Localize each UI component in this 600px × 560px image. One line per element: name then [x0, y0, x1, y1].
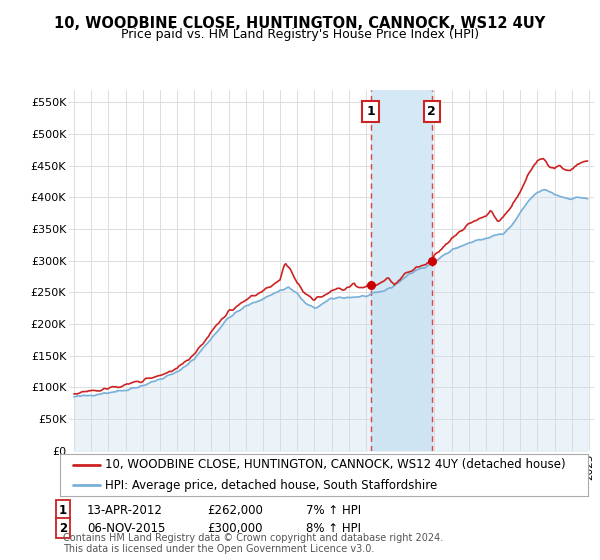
Bar [371, 90, 432, 451]
Text: 10, WOODBINE CLOSE, HUNTINGTON, CANNOCK, WS12 4UY: 10, WOODBINE CLOSE, HUNTINGTON, CANNOCK,… [55, 16, 545, 31]
Text: Contains HM Land Registry data © Crown copyright and database right 2024.
This d: Contains HM Land Registry data © Crown c… [63, 533, 443, 554]
Text: 06-NOV-2015: 06-NOV-2015 [87, 521, 166, 535]
Text: HPI: Average price, detached house, South Staffordshire: HPI: Average price, detached house, Sout… [105, 479, 437, 492]
Text: £262,000: £262,000 [207, 503, 263, 517]
Text: £300,000: £300,000 [207, 521, 263, 535]
Text: 7% ↑ HPI: 7% ↑ HPI [306, 503, 361, 517]
Text: 8% ↑ HPI: 8% ↑ HPI [306, 521, 361, 535]
Text: 1: 1 [366, 105, 375, 118]
Text: 1: 1 [59, 503, 67, 517]
Text: 2: 2 [427, 105, 436, 118]
Text: 13-APR-2012: 13-APR-2012 [87, 503, 163, 517]
Text: Price paid vs. HM Land Registry's House Price Index (HPI): Price paid vs. HM Land Registry's House … [121, 28, 479, 41]
Text: 2: 2 [59, 521, 67, 535]
Text: 10, WOODBINE CLOSE, HUNTINGTON, CANNOCK, WS12 4UY (detached house): 10, WOODBINE CLOSE, HUNTINGTON, CANNOCK,… [105, 459, 566, 472]
